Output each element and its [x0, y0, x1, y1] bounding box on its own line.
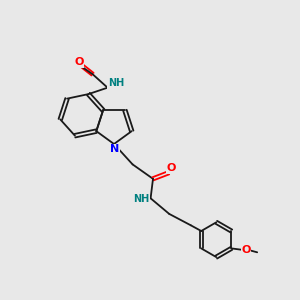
Text: NH: NH [108, 78, 124, 88]
Text: N: N [110, 144, 119, 154]
Text: NH: NH [133, 194, 149, 204]
Text: O: O [74, 57, 83, 67]
Text: O: O [167, 163, 176, 173]
Text: O: O [241, 245, 250, 255]
